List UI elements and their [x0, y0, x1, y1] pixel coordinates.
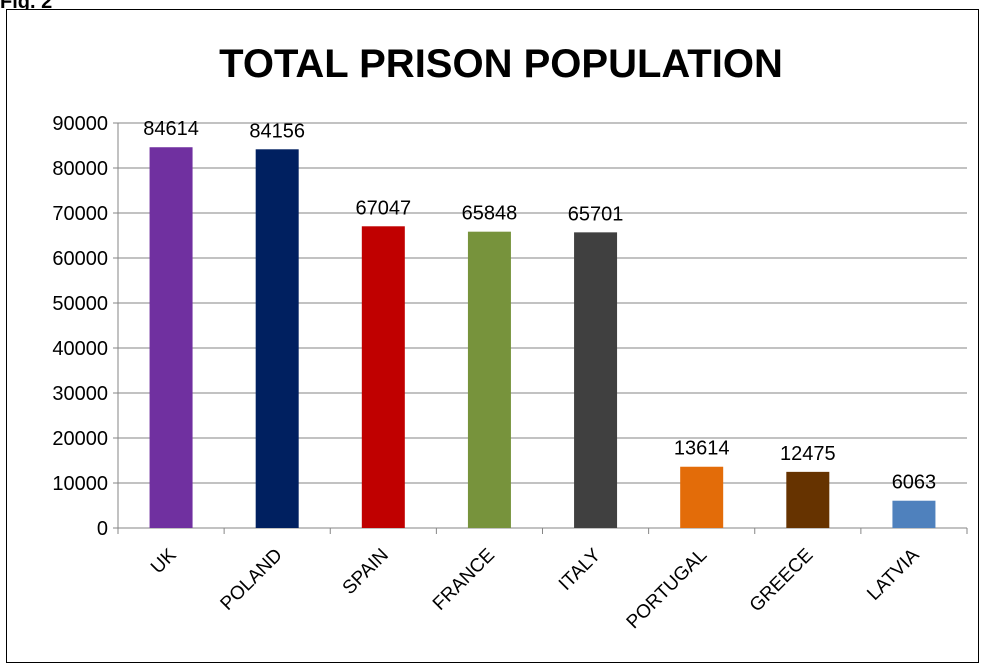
y-tick-label: 50000 [52, 293, 108, 315]
bar-poland [255, 149, 299, 528]
y-tick-label: 80000 [52, 158, 108, 180]
bar-italy [574, 232, 618, 528]
x-tick-label: PORTUGAL [623, 545, 712, 634]
data-label: 65848 [462, 203, 518, 225]
y-tick-label: 30000 [52, 383, 108, 405]
y-tick-label: 60000 [52, 248, 108, 270]
y-tick-label: 40000 [52, 338, 108, 360]
y-tick-label: 90000 [52, 113, 108, 135]
axes [113, 122, 968, 534]
y-tick-label: 10000 [52, 473, 108, 495]
y-tick-label: 70000 [52, 203, 108, 225]
data-labels: 84614 84156 67047 65848 65701 13614 12475 6063 [143, 118, 936, 493]
y-tick-label: 20000 [52, 428, 108, 450]
bar-greece [786, 471, 830, 528]
x-tick-label: ITALY [555, 544, 605, 594]
data-label: 65701 [568, 203, 624, 225]
x-tick-label: POLAND [217, 545, 287, 615]
bar-latvia [892, 500, 936, 528]
bar-france [467, 231, 511, 528]
data-label: 12475 [780, 443, 836, 465]
chart-title: TOTAL PRISON POPULATION [219, 42, 783, 86]
x-tick-label: UK [147, 544, 181, 578]
bar-portugal [680, 466, 724, 528]
x-axis-ticks: UK POLAND SPAIN FRANCE ITALY PORTUGAL GREECE LA… [147, 544, 924, 633]
bar-chart: TOTAL PRISON POPULATION 84614 84156 67047 6… [52, 42, 968, 633]
gridlines [118, 122, 967, 484]
data-label: 84614 [143, 118, 199, 140]
x-tick-label: SPAIN [339, 545, 393, 599]
y-tick-label: 0 [97, 518, 108, 540]
data-label: 13614 [674, 438, 730, 460]
x-tick-label: GREECE [746, 545, 818, 617]
chart-frame: TOTAL PRISON POPULATION 84614 84156 67047 6… [6, 9, 979, 663]
bar-spain [361, 226, 405, 528]
bar-uk [149, 147, 193, 528]
data-label: 84156 [249, 120, 305, 142]
x-tick-label: FRANCE [429, 545, 499, 615]
data-label: 67047 [356, 197, 412, 219]
y-axis-ticks: 0 10000 20000 30000 40000 50000 60000 70000 8000… [52, 113, 108, 540]
bars [149, 147, 936, 528]
data-label: 6063 [892, 472, 937, 494]
x-tick-label: LATVIA [863, 544, 923, 604]
